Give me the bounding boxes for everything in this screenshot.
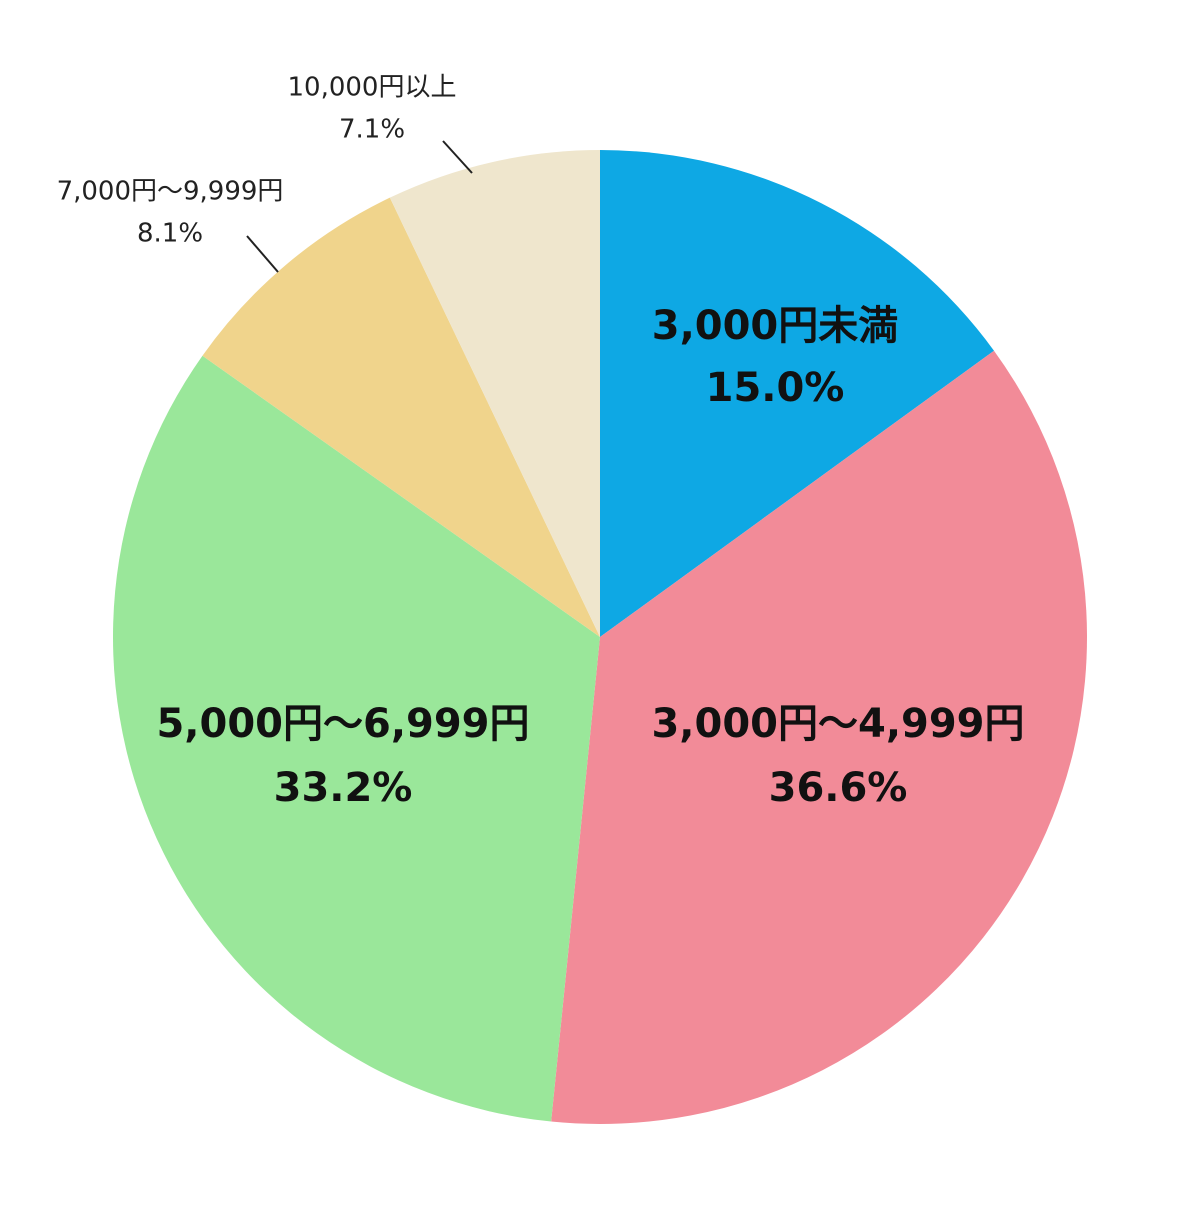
pie-slice	[389, 150, 600, 637]
slice-value-label: 7.1%	[339, 115, 405, 145]
leader-line	[246, 235, 279, 273]
slice-value-label: 8.1%	[137, 219, 203, 249]
slice-labels: 3,000円未満 15.0% 3,000円〜4,999円 36.6% 5,000円〜6,…	[57, 73, 1025, 812]
slice-value-label: 36.6%	[769, 765, 908, 811]
slice-category-label: 3,000円〜4,999円	[651, 701, 1024, 747]
pie-slice	[202, 197, 600, 637]
leader-line	[442, 140, 473, 174]
slice-category-label: 7,000円〜9,999円	[57, 177, 284, 207]
slice-value-label: 15.0%	[706, 365, 845, 411]
pie-slices	[113, 150, 1087, 1124]
pie-slice	[600, 150, 994, 637]
pie-slice	[113, 355, 600, 1122]
leader-lines	[246, 140, 473, 273]
slice-category-label: 5,000円〜6,999円	[156, 701, 529, 747]
slice-value-label: 33.2%	[274, 765, 413, 811]
slice-category-label: 10,000円以上	[288, 73, 457, 103]
pie-slice	[551, 350, 1087, 1124]
slice-category-label: 3,000円未満	[652, 303, 899, 349]
